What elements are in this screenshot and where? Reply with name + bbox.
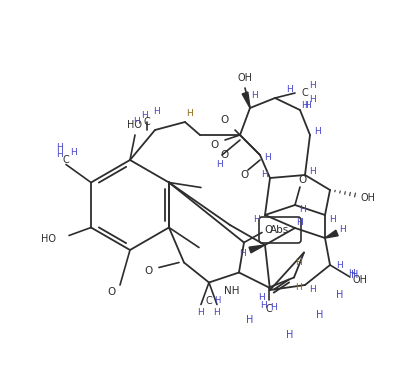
Text: H: H [213,308,220,317]
Text: H: H [286,330,293,340]
Text: O: O [240,170,249,180]
Polygon shape [248,245,264,253]
Text: H: H [246,315,253,325]
Text: H: H [55,150,62,159]
Text: H: H [314,127,321,136]
Text: H: H [260,301,266,310]
Text: H: H [309,81,315,90]
Text: H: H [141,110,148,120]
Text: H: H [264,153,271,162]
Text: H: H [186,109,193,118]
Text: H: H [315,310,323,320]
Text: C: C [205,296,212,305]
Text: NH: NH [224,285,239,296]
Text: O: O [108,287,116,297]
Text: H: H [258,294,265,302]
Text: H: H [296,219,303,227]
Text: H: H [350,270,358,280]
Text: H: H [270,303,277,312]
Text: H: H [197,308,204,317]
Polygon shape [241,92,249,108]
Text: H: H [55,143,62,152]
Text: H: H [301,101,308,110]
FancyBboxPatch shape [258,217,300,243]
Polygon shape [324,230,337,238]
Text: H: H [336,261,343,270]
Text: C: C [301,88,308,98]
Text: O: O [145,265,153,276]
Text: C: C [265,305,272,314]
Text: O: O [264,225,273,236]
Text: H: H [304,101,311,109]
Text: H: H [153,107,160,116]
Text: H: H [286,86,293,95]
Text: H: H [299,205,306,215]
Text: H: H [309,167,315,176]
Text: H: H [295,283,302,292]
Text: OH: OH [360,193,375,203]
Text: H: H [348,268,354,277]
Text: C: C [143,117,150,127]
Text: H: H [309,285,315,294]
Text: H: H [213,296,220,305]
Text: H: H [133,118,140,127]
Text: H: H [339,225,345,234]
Text: H: H [335,290,343,300]
Text: HO: HO [41,234,56,245]
Text: H: H [329,216,336,224]
Text: OH: OH [352,275,367,285]
Text: H: H [261,170,268,179]
Text: Abs: Abs [270,225,289,235]
Text: H: H [295,258,302,267]
Text: H: H [70,148,76,157]
Text: OH: OH [237,73,252,83]
Text: H: H [309,95,315,104]
Text: HO: HO [127,120,142,130]
Text: H: H [253,216,260,224]
Text: H: H [239,248,246,257]
Text: H: H [216,161,223,170]
Text: O: O [210,140,219,150]
Text: O: O [220,115,228,125]
Text: H: H [251,92,258,101]
Text: C: C [62,155,69,166]
Text: O: O [298,175,306,185]
Text: O: O [220,150,228,160]
